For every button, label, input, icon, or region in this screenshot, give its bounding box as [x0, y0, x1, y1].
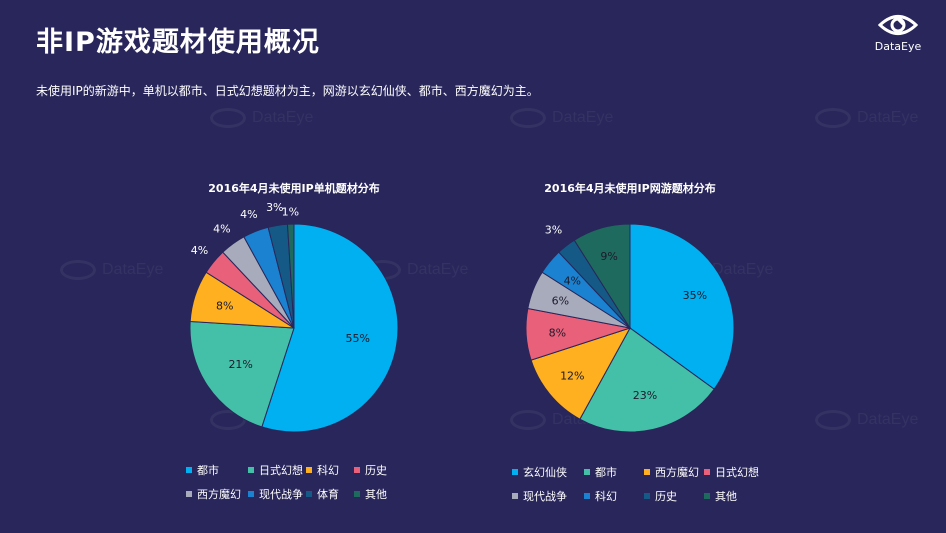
- legend-swatch: [512, 469, 518, 475]
- legend-item: 西方魔幻: [186, 486, 248, 502]
- legend-label: 历史: [365, 464, 387, 477]
- pie-slice-online-2: [530, 327, 632, 420]
- legend-item: 其他: [354, 486, 402, 502]
- legend-item: 科幻: [306, 462, 354, 478]
- legend-label: 现代战争: [259, 488, 303, 501]
- legend-swatch: [644, 493, 650, 499]
- legend-item: 历史: [354, 462, 402, 478]
- legend-swatch: [704, 493, 710, 499]
- watermark: DataEye: [815, 108, 918, 128]
- legend-item: 都市: [584, 464, 644, 480]
- watermark-eye-icon: [815, 410, 851, 430]
- legend-label: 西方魔幻: [197, 488, 241, 501]
- legend-label: 历史: [655, 490, 677, 503]
- watermark-eye-icon: [815, 108, 851, 128]
- watermark-eye-icon: [510, 108, 546, 128]
- page-title: 非IP游戏题材使用概况: [36, 27, 320, 58]
- pie-slice-standalone-0: [261, 223, 399, 433]
- watermark-eye-icon: [60, 260, 96, 280]
- legend-swatch: [354, 467, 360, 473]
- legend-swatch: [644, 469, 650, 475]
- pie-slice-standalone-1: [189, 320, 295, 428]
- legend-item: 西方魔幻: [644, 464, 704, 480]
- legend-item: 日式幻想: [704, 464, 764, 480]
- pie-slice-online-7: [573, 223, 631, 330]
- watermark: DataEye: [60, 260, 163, 280]
- eye-logo-icon: [878, 15, 918, 35]
- legend-swatch: [354, 491, 360, 497]
- pie-label-online-2: 12%: [560, 370, 584, 383]
- legend-label: 科幻: [595, 490, 617, 503]
- legend-item: 现代战争: [248, 486, 306, 502]
- legend-item: 历史: [644, 488, 704, 504]
- legend-item: 其他: [704, 488, 764, 504]
- legend-online: 玄幻仙侠 都市 西方魔幻 日式幻想现代战争 科幻 历史 其他: [512, 464, 764, 504]
- legend-swatch: [248, 467, 254, 473]
- legend-item: 都市: [186, 462, 248, 478]
- legend-item: 体育: [306, 486, 354, 502]
- legend-label: 其他: [715, 490, 737, 503]
- pie-chart-online: 35% 23% 12% 8% 6% 4% 3% 9%: [525, 223, 735, 433]
- legend-label: 西方魔幻: [655, 466, 699, 479]
- legend-swatch: [584, 469, 590, 475]
- legend-label: 科幻: [317, 464, 339, 477]
- pie-slice-online-1: [579, 327, 715, 433]
- chart-title-standalone: 2016年4月未使用IP单机题材分布: [208, 182, 380, 195]
- legend-label: 体育: [317, 488, 339, 501]
- pie-chart-standalone: 55% 21% 8% 4% 4% 4% 3%1%: [189, 201, 399, 433]
- pie-label-online-6: 3%: [545, 223, 562, 236]
- pie-slice-standalone-7: [286, 223, 295, 329]
- watermark-eye-icon: [210, 108, 246, 128]
- legend-swatch: [186, 467, 192, 473]
- legend-swatch: [186, 491, 192, 497]
- legend-label: 都市: [595, 466, 617, 479]
- pie-label-standalone-2: 8%: [216, 300, 233, 313]
- watermark-eye-icon: [510, 410, 546, 430]
- dataeye-logo: DataEye: [868, 12, 928, 53]
- legend-label: 玄幻仙侠: [523, 466, 567, 479]
- watermark: DataEye: [510, 108, 613, 128]
- pie-label-standalone-4: 4%: [213, 223, 230, 236]
- pie-label-online-4: 6%: [552, 294, 569, 307]
- pie-label-standalone-3: 4%: [191, 244, 208, 257]
- legend-label: 日式幻想: [259, 464, 303, 477]
- legend-label: 其他: [365, 488, 387, 501]
- watermark: DataEye: [815, 410, 918, 430]
- legend-label: 都市: [197, 464, 219, 477]
- page-subtitle: 未使用IP的新游中，单机以都市、日式幻想题材为主，网游以玄幻仙侠、都市、西方魔幻…: [36, 84, 539, 98]
- pie-label-online-1: 23%: [633, 389, 657, 402]
- pie-label-standalone-1: 21%: [228, 358, 252, 371]
- legend-item: 日式幻想: [248, 462, 306, 478]
- pie-label-online-0: 35%: [683, 289, 707, 302]
- pie-label-standalone-6: 3%: [266, 201, 283, 214]
- pie-slice-online-0: [629, 223, 735, 390]
- logo-text: DataEye: [874, 40, 922, 53]
- pie-label-online-7: 9%: [600, 250, 617, 263]
- legend-item: 科幻: [584, 488, 644, 504]
- legend-item: 现代战争: [512, 488, 584, 504]
- legend-swatch: [512, 493, 518, 499]
- legend-label: 现代战争: [523, 490, 567, 503]
- legend-swatch: [704, 469, 710, 475]
- legend-label: 日式幻想: [715, 466, 759, 479]
- pie-label-standalone-0: 55%: [345, 332, 369, 345]
- legend-swatch: [306, 491, 312, 497]
- legend-item: 玄幻仙侠: [512, 464, 584, 480]
- legend-swatch: [584, 493, 590, 499]
- pie-label-standalone-5: 4%: [240, 208, 257, 221]
- pie-label-online-3: 8%: [549, 327, 566, 340]
- watermark: DataEye: [210, 108, 313, 128]
- legend-standalone: 都市 日式幻想 科幻 历史西方魔幻 现代战争 体育 其他: [186, 462, 402, 502]
- legend-swatch: [306, 467, 312, 473]
- chart-title-online: 2016年4月未使用IP网游题材分布: [544, 182, 716, 195]
- legend-swatch: [248, 491, 254, 497]
- pie-label-online-5: 4%: [564, 274, 581, 287]
- pie-label-standalone-7: 1%: [282, 206, 299, 219]
